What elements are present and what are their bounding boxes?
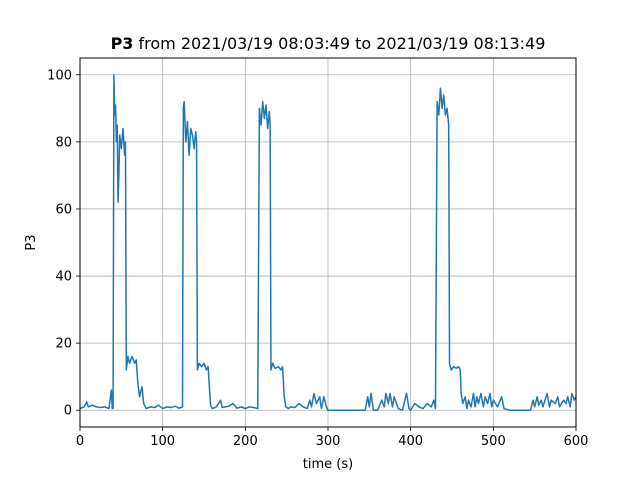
axis-ticks: 0 100 200 300 400 500 600 0 20 40 60 80 100 (47, 68, 588, 449)
y-tick-label: 100 (47, 68, 72, 83)
x-tick-label: 0 (76, 434, 84, 449)
x-tick-label: 200 (233, 434, 258, 449)
x-tick-label: 500 (481, 434, 506, 449)
y-tick-label: 40 (55, 270, 72, 285)
x-tick-label: 300 (316, 434, 341, 449)
x-axis-label: time (s) (303, 457, 353, 472)
chart-title: P3 from 2021/03/19 08:03:49 to 2021/03/1… (111, 34, 546, 53)
series-layer (79, 74, 577, 411)
chart-title-bold: P3 (111, 34, 134, 53)
grid-lines (79, 58, 577, 427)
x-tick-label: 600 (564, 434, 589, 449)
x-tick-label: 400 (398, 434, 423, 449)
y-tick-label: 20 (55, 337, 72, 352)
series-line-0 (79, 74, 577, 411)
y-tick-label: 0 (64, 404, 72, 419)
y-axis-label: P3 (24, 234, 39, 250)
y-tick-label: 80 (55, 135, 72, 150)
x-tick-label: 100 (150, 434, 175, 449)
chart-title-rest: from 2021/03/19 08:03:49 to 2021/03/19 0… (133, 34, 545, 53)
y-tick-label: 60 (55, 202, 72, 217)
